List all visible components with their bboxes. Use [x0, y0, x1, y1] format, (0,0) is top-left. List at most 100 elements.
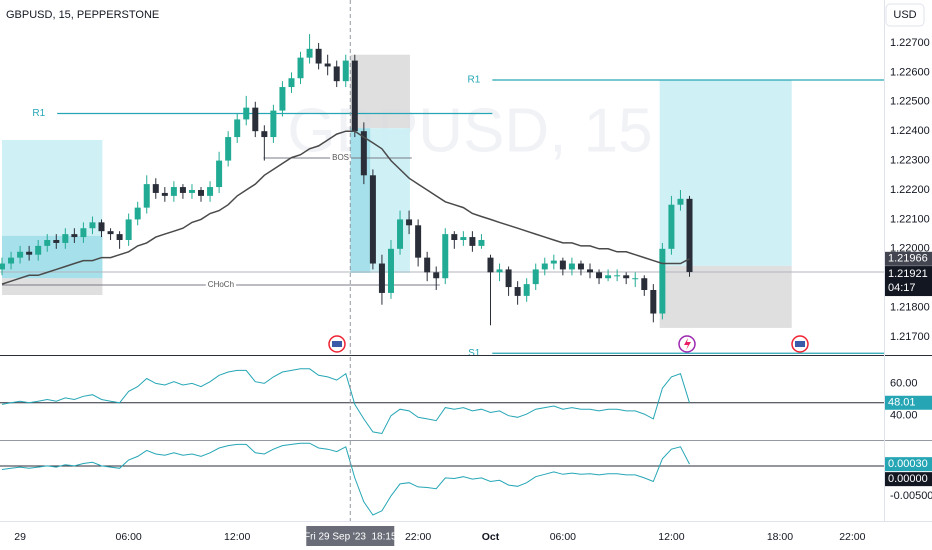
candle-body [44, 240, 51, 246]
candle-body [116, 234, 123, 240]
zone-box [2, 278, 103, 295]
x-tick-label: 06:00 [550, 531, 576, 543]
osc-zero-label: 0.00000 [888, 473, 928, 485]
osc-line [1, 442, 690, 516]
candle-body [98, 222, 105, 232]
candle-body [8, 257, 15, 264]
x-tick-label: 22:00 [405, 531, 431, 543]
candle-body [460, 237, 467, 240]
candle-body [89, 222, 96, 229]
candle-body [406, 219, 413, 226]
candle-body [424, 257, 431, 273]
countdown-label: 04:17 [888, 282, 916, 294]
candle-body [496, 269, 503, 273]
candle-body [469, 237, 476, 246]
currency-label: USD [893, 9, 916, 21]
candle-body [35, 245, 42, 255]
candle-body [198, 190, 205, 196]
price-pane: BOS CHoCh R1 R1 S1 [0, 34, 884, 359]
candle-body [650, 290, 657, 314]
candle-body [333, 66, 340, 82]
y-tick-label: 1.22700 [890, 37, 930, 49]
x-tick-label: 18:00 [767, 531, 793, 543]
ma-value-label: 1.21966 [888, 253, 928, 265]
candle-body [324, 63, 331, 67]
zone-box [659, 80, 792, 266]
candle-body [216, 160, 223, 188]
y-tick-label: 1.22600 [890, 66, 930, 78]
candle-body [550, 260, 557, 264]
candle-body [505, 269, 512, 288]
pivot-label: S1 [468, 348, 481, 359]
candle-body [279, 87, 286, 111]
candle-body [188, 190, 195, 193]
ma-value-label-box [885, 251, 932, 266]
last-price-label: 1.21921 [888, 268, 928, 280]
candle-body [659, 248, 666, 314]
candle-body [125, 219, 132, 240]
candle-body [351, 60, 358, 132]
event-flag-icon [332, 341, 342, 347]
candle-body [415, 225, 422, 258]
y-tick-label: 1.21800 [890, 302, 930, 314]
rsi-line [1, 368, 690, 435]
x-tick-label: 22:00 [839, 531, 865, 543]
osc-value-label-box [885, 457, 932, 472]
x-tick-label: 12:00 [224, 531, 250, 543]
candle-body [559, 260, 566, 270]
candle-body [487, 257, 494, 273]
candle-body [243, 107, 250, 120]
candle-body [587, 269, 593, 273]
candle-body [134, 207, 141, 220]
osc-zero-box [885, 472, 932, 487]
candle-body [568, 263, 575, 270]
candle-body [80, 228, 87, 238]
candle-body [478, 240, 485, 246]
x-tick-label: 06:00 [116, 531, 142, 543]
structure-label-bg [330, 153, 352, 163]
moving-average [1, 130, 690, 285]
pivot-label: R1 [468, 75, 481, 86]
crosshair-time-box [306, 526, 395, 546]
y-tick-label: 1.22200 [890, 184, 930, 196]
y-tick-label: 1.22100 [890, 213, 930, 225]
pivot-label: R1 [32, 108, 45, 119]
candle-body [53, 240, 60, 243]
y-tick-label: 1.22400 [890, 125, 930, 137]
rsi-value-label-box [885, 395, 932, 410]
candle-body [71, 234, 78, 238]
candle-body [442, 234, 449, 279]
candle-body [261, 131, 268, 138]
candle-body [62, 234, 69, 243]
zone-box [350, 54, 410, 129]
rsi-tick-label: 40.00 [890, 410, 918, 422]
structure-label: BOS [332, 153, 349, 162]
x-tick-label: 29 [14, 531, 26, 543]
candle-body [270, 110, 277, 138]
currency-button[interactable] [885, 3, 925, 27]
rsi-tick-label: 60.00 [890, 377, 918, 389]
candle-body [360, 131, 367, 176]
candle-body [161, 192, 168, 196]
candle-body [641, 278, 648, 290]
candle-body [170, 187, 177, 196]
candle-body [17, 251, 24, 258]
candle-body [0, 263, 5, 270]
candle-body [152, 184, 159, 193]
candle-body [397, 219, 404, 249]
candle-body [225, 137, 232, 161]
candle-body [26, 251, 33, 255]
candle-body [342, 60, 349, 82]
event-flag-icon [795, 341, 805, 347]
zone-box [350, 128, 371, 273]
candle-body [107, 231, 114, 235]
candle-body [577, 263, 584, 270]
candle-body [288, 78, 295, 88]
osc-pane [0, 442, 884, 516]
y-tick-label: 1.22500 [890, 96, 930, 108]
structure-label-bg [205, 280, 237, 290]
candle-body [369, 175, 376, 264]
candle-body [179, 187, 186, 193]
